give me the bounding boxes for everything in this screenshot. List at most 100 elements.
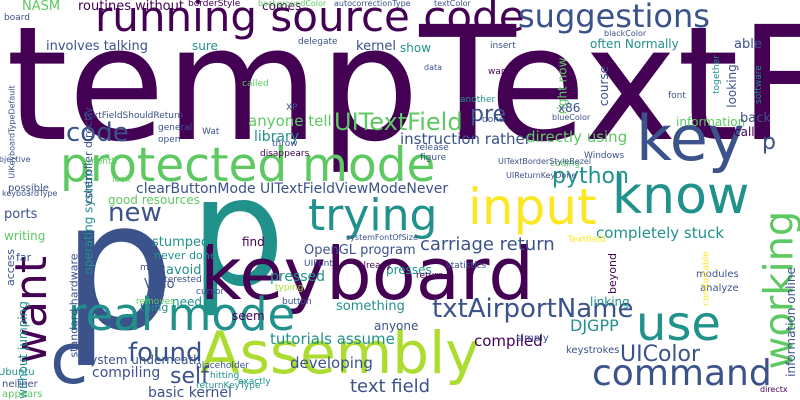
cloud-word: UITextField xyxy=(334,108,463,136)
cloud-word: tutorials assume xyxy=(270,330,395,348)
cloud-word: OpenGL program xyxy=(304,243,416,258)
cloud-word: standard hardware xyxy=(67,253,81,358)
cloud-word: python xyxy=(552,164,629,189)
cloud-word: font xyxy=(668,91,686,101)
cloud-word: analyze xyxy=(700,283,739,294)
cloud-word: need xyxy=(172,295,202,309)
cloud-word: keyboard xyxy=(200,232,534,316)
cloud-word: often Normally xyxy=(590,37,679,51)
cloud-word: routines without xyxy=(78,0,184,14)
cloud-word: developing xyxy=(290,354,373,372)
cloud-word: placeholder xyxy=(196,361,249,371)
cloud-word: good resources xyxy=(108,193,200,207)
cloud-word: move xyxy=(140,263,166,273)
cloud-word: comfortable xyxy=(701,251,712,306)
cloud-word: x86 xyxy=(558,101,581,115)
cloud-word: use xyxy=(636,296,721,352)
cloud-word: thing xyxy=(140,301,169,314)
cloud-word: writing xyxy=(4,229,46,243)
cloud-word: coding xyxy=(550,159,581,169)
cloud-word: UITextBorderStyleBezel xyxy=(498,157,592,166)
cloud-word: p xyxy=(190,146,286,320)
cloud-word: stumped xyxy=(152,235,210,250)
cloud-word: controller directly xyxy=(82,107,95,204)
cloud-word: seem xyxy=(232,309,265,323)
cloud-word: linking xyxy=(590,295,630,309)
cloud-word: autocorrectionType xyxy=(334,0,411,8)
cloud-word: modules xyxy=(696,269,739,280)
cloud-word: self xyxy=(170,364,209,389)
cloud-word: running source code xyxy=(95,0,525,41)
cloud-word: input xyxy=(468,178,597,236)
cloud-word: information xyxy=(676,115,746,129)
cloud-word: simply xyxy=(516,333,549,344)
cloud-word: comes xyxy=(262,0,302,13)
cloud-word: UIColor xyxy=(620,342,701,367)
cloud-word: anyone tell xyxy=(248,112,332,130)
cloud-word: keystrokes xyxy=(566,345,620,356)
cloud-word: removes xyxy=(136,297,175,307)
cloud-word: board xyxy=(4,13,30,23)
cloud-word: release xyxy=(416,143,449,153)
cloud-word: done xyxy=(482,115,505,125)
cloud-word: month xyxy=(88,157,118,167)
cloud-word: figure xyxy=(420,153,447,163)
cloud-word: new xyxy=(108,198,162,228)
cloud-word: never done xyxy=(154,249,217,262)
cloud-word: protected mode xyxy=(60,138,436,193)
cloud-word: kernel xyxy=(356,39,397,54)
cloud-word: wanna xyxy=(488,67,518,77)
cloud-word: UIReturnKeyDone xyxy=(506,171,577,180)
cloud-word: data xyxy=(424,63,443,72)
cloud-word: txtAirportName xyxy=(432,294,634,324)
cloud-word: Textfield xyxy=(568,235,606,245)
cloud-word: DJGPP xyxy=(570,316,619,335)
cloud-word: hitting xyxy=(210,371,240,381)
cloud-word: Ubuntu xyxy=(0,367,35,378)
cloud-word: throw xyxy=(272,139,298,149)
cloud-word: pressed xyxy=(270,269,326,285)
cloud-word: returnKeyType xyxy=(196,381,261,391)
cloud-word: show xyxy=(400,41,432,55)
cloud-word: instruction rather xyxy=(400,130,531,148)
cloud-word: able xyxy=(734,37,762,52)
cloud-word: p xyxy=(62,163,175,370)
cloud-word: appears xyxy=(2,389,43,400)
cloud-word: something xyxy=(336,299,405,314)
cloud-word: UIKeyboardTypeDefault xyxy=(7,85,17,179)
cloud-word: UIFont xyxy=(304,259,333,269)
cloud-word: call xyxy=(734,125,755,139)
cloud-word: keyboardType xyxy=(2,189,58,198)
cloud-word: possible xyxy=(8,183,49,194)
cloud-word: carriage return xyxy=(420,234,555,255)
cloud-word: back xyxy=(740,111,771,126)
cloud-word: course xyxy=(597,65,612,107)
cloud-word: blackColor xyxy=(604,29,647,38)
cloud-word: XP xyxy=(286,103,298,113)
cloud-word: general xyxy=(158,123,193,133)
cloud-word: compiling xyxy=(92,365,161,381)
cloud-word: look xyxy=(112,175,131,185)
cloud-word: software xyxy=(753,65,764,104)
cloud-word: c xyxy=(50,318,89,400)
cloud-word: presses xyxy=(386,263,432,277)
cloud-word: trying xyxy=(308,190,438,241)
cloud-word: command xyxy=(592,353,772,394)
cloud-word: objective xyxy=(0,155,31,164)
cloud-word: neither xyxy=(2,379,38,390)
cloud-word: Visio xyxy=(144,277,175,292)
cloud-word: key xyxy=(636,102,745,175)
cloud-word: return xyxy=(416,271,444,281)
cloud-word: pre xyxy=(470,102,507,127)
cloud-word: anyone xyxy=(374,319,419,333)
cloud-word: called xyxy=(242,79,269,89)
cloud-word: compiled xyxy=(474,332,543,350)
cloud-word: looking xyxy=(724,64,739,108)
cloud-word: know xyxy=(612,166,750,226)
cloud-word: found xyxy=(128,338,203,368)
cloud-word: beyond xyxy=(605,253,619,294)
cloud-word: clearButtonMode UITextFieldViewModeNever xyxy=(136,181,449,197)
cloud-word: directly using xyxy=(526,128,628,146)
cloud-word: code xyxy=(66,118,129,148)
